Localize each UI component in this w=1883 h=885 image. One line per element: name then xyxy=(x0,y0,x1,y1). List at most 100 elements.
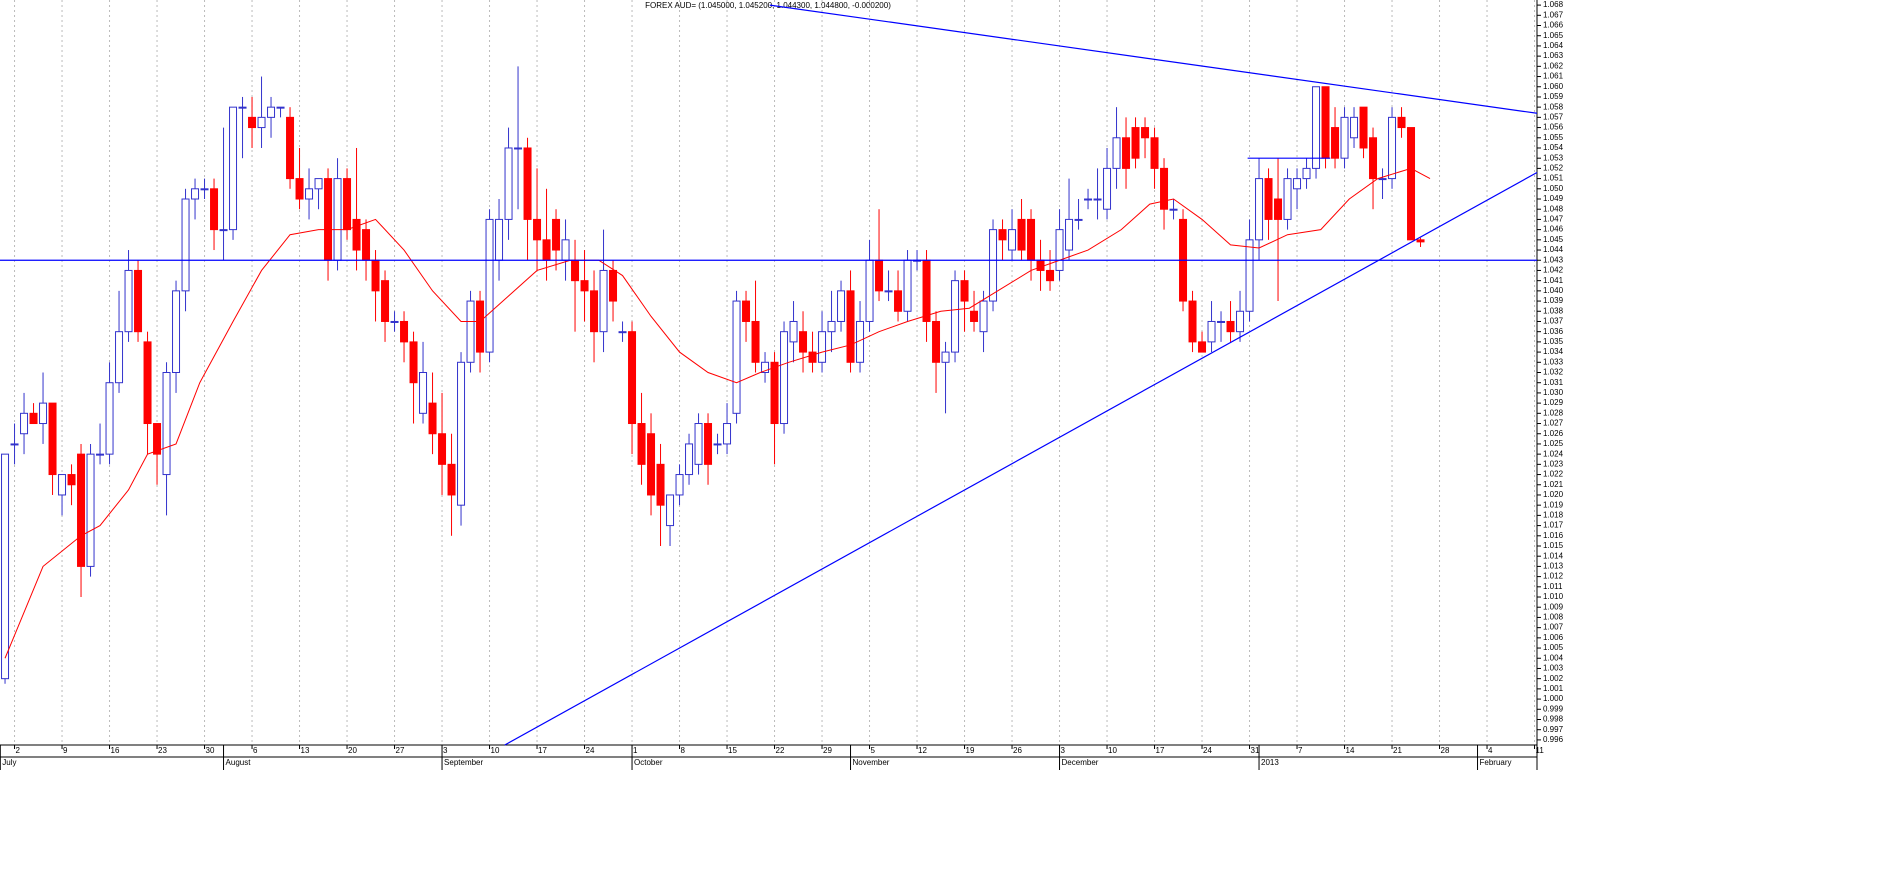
candle-body xyxy=(485,218,494,353)
y-tick-label: 1.047 xyxy=(1543,215,1564,224)
candle-body xyxy=(267,106,276,118)
candle-body xyxy=(960,280,969,302)
y-tick-label: 1.058 xyxy=(1543,102,1564,111)
candle-body xyxy=(172,290,181,374)
y-tick-label: 1.004 xyxy=(1543,653,1564,662)
candle-body xyxy=(1312,86,1321,169)
x-tick-label: 8 xyxy=(681,746,686,755)
x-tick-label: 7 xyxy=(1298,746,1303,755)
candle-body xyxy=(694,423,703,465)
y-tick-label: 1.040 xyxy=(1543,286,1564,295)
candle-body xyxy=(618,331,627,334)
y-tick-label: 1.014 xyxy=(1543,551,1564,560)
x-tick-label: 19 xyxy=(966,746,975,755)
x-tick-label: 3 xyxy=(443,746,448,755)
y-tick-label: 1.048 xyxy=(1543,204,1564,213)
candle-body xyxy=(656,463,665,506)
candle-body xyxy=(580,280,589,292)
y-tick-label: 1.016 xyxy=(1543,531,1564,540)
x-tick-label: 22 xyxy=(776,746,785,755)
candle-body xyxy=(647,433,656,496)
x-tick-label: 6 xyxy=(253,746,258,755)
candle-body xyxy=(257,116,266,129)
candle-body xyxy=(1217,320,1226,323)
candle-body xyxy=(865,259,874,322)
month-label: August xyxy=(226,758,252,767)
y-tick-label: 1.052 xyxy=(1543,163,1564,172)
y-tick-label: 1.013 xyxy=(1543,562,1564,571)
x-tick-label: 26 xyxy=(1013,746,1022,755)
candle-body xyxy=(324,178,333,261)
chart-title: FOREX AUD= (1.045000, 1.045200, 1.044300… xyxy=(645,1,891,10)
candle-body xyxy=(761,361,770,374)
candle-body xyxy=(1274,198,1283,220)
candle-body xyxy=(333,178,342,261)
month-label: December xyxy=(1062,758,1099,767)
y-tick-label: 1.009 xyxy=(1543,602,1564,611)
y-tick-label: 1.061 xyxy=(1543,72,1564,81)
candle-body xyxy=(1008,229,1017,251)
y-tick-label: 1.006 xyxy=(1543,633,1564,642)
candle-body xyxy=(495,218,504,261)
candle-body xyxy=(704,423,713,465)
candle-body xyxy=(286,116,295,180)
x-tick-label: 24 xyxy=(586,746,595,755)
candle-body xyxy=(229,106,238,231)
candle-body xyxy=(1046,269,1055,282)
y-tick-label: 1.007 xyxy=(1543,623,1564,632)
candle-body xyxy=(419,372,428,414)
candle-body xyxy=(276,106,285,109)
candle-body xyxy=(400,320,409,343)
y-tick-label: 1.057 xyxy=(1543,112,1564,121)
y-tick-label: 1.044 xyxy=(1543,245,1564,254)
x-tick-label: 5 xyxy=(871,746,876,755)
x-tick-label: 29 xyxy=(823,746,832,755)
candle-body xyxy=(1112,137,1121,169)
candle-body xyxy=(951,280,960,353)
candle-body xyxy=(1150,137,1159,169)
candle-body xyxy=(932,320,941,363)
x-tick-label: 9 xyxy=(63,746,68,755)
x-tick-label: 21 xyxy=(1393,746,1402,755)
candle-body xyxy=(1236,310,1245,333)
candle-body xyxy=(409,341,418,384)
trendline xyxy=(504,171,1538,746)
y-tick-label: 1.025 xyxy=(1543,439,1564,448)
y-tick-label: 1.033 xyxy=(1543,357,1564,366)
candle-body xyxy=(637,423,646,465)
candle-body xyxy=(571,259,580,282)
candle-body xyxy=(818,331,827,363)
candle-body xyxy=(789,320,798,343)
month-label: 2013 xyxy=(1261,758,1279,767)
candle-body xyxy=(970,310,979,322)
y-tick-label: 1.041 xyxy=(1543,276,1564,285)
candle-body xyxy=(1027,218,1036,261)
y-tick-label: 1.067 xyxy=(1543,10,1564,19)
x-tick-label: 28 xyxy=(1441,746,1450,755)
candle-body xyxy=(381,280,390,322)
candle-body xyxy=(685,443,694,476)
x-tick-label: 16 xyxy=(111,746,120,755)
y-tick-label: 1.035 xyxy=(1543,337,1564,346)
candle-body xyxy=(1065,218,1074,251)
y-tick-label: 1.042 xyxy=(1543,266,1564,275)
y-tick-label: 1.032 xyxy=(1543,368,1564,377)
candle-body xyxy=(181,198,190,292)
candle-body xyxy=(542,239,551,261)
y-tick-label: 1.055 xyxy=(1543,133,1564,142)
candle-body xyxy=(86,453,95,567)
candle-body xyxy=(476,300,485,353)
y-tick-label: 0.997 xyxy=(1543,725,1564,734)
candle-body xyxy=(1245,239,1254,312)
candle-body xyxy=(96,453,105,456)
candle-body xyxy=(561,239,570,261)
candle-body xyxy=(390,320,399,323)
candle-body xyxy=(1188,300,1197,343)
x-tick-label: 17 xyxy=(1156,746,1165,755)
y-tick-label: 1.036 xyxy=(1543,327,1564,336)
candle-body xyxy=(713,443,722,446)
candle-body xyxy=(514,147,523,150)
candle-body xyxy=(134,269,143,333)
y-tick-label: 1.022 xyxy=(1543,470,1564,479)
candle-body xyxy=(153,423,162,455)
